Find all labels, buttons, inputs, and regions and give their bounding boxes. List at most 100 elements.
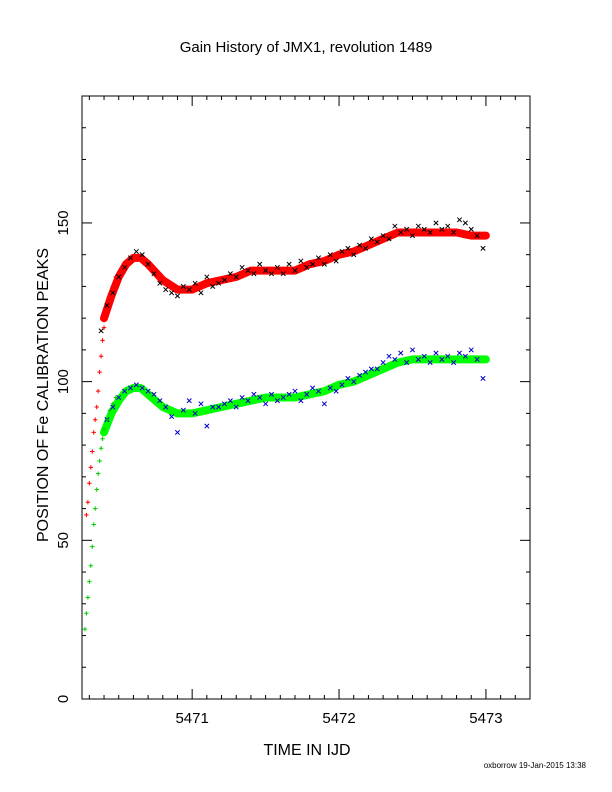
series-2-point <box>345 375 351 382</box>
series-2-point <box>257 394 263 401</box>
series-2-point <box>192 410 198 416</box>
series-0-point <box>210 283 216 289</box>
series-2-point <box>480 375 486 382</box>
series-2-point <box>474 356 480 362</box>
series-2-point <box>198 401 204 407</box>
series-2-point <box>374 366 380 372</box>
series-0-point <box>180 283 186 289</box>
x-tick-label: 5471 <box>175 710 208 727</box>
series-0-point <box>280 271 286 277</box>
series-2-point <box>286 391 292 397</box>
series-0-point <box>368 236 374 242</box>
series-0-point <box>174 293 181 299</box>
series-2-point <box>169 413 175 420</box>
series-2-point <box>163 404 169 410</box>
series-0-point <box>333 258 339 264</box>
series-0-point <box>245 267 251 274</box>
series-2-point <box>321 401 327 407</box>
series-1-point <box>113 274 118 280</box>
series-0-point <box>415 223 421 229</box>
series-2-point <box>151 391 157 397</box>
series-0-point <box>192 280 198 286</box>
series-2-point <box>304 391 310 397</box>
series-2-point <box>315 388 322 394</box>
series-0-point <box>263 267 269 274</box>
series-2-point <box>216 404 222 410</box>
series-2-point <box>239 394 245 401</box>
series-0-point <box>227 271 233 277</box>
series-0-point <box>257 261 263 267</box>
series-2-point <box>298 398 304 404</box>
series-2-point <box>268 391 275 397</box>
series-0-point <box>251 271 257 277</box>
series-2-point <box>145 388 151 394</box>
footer-credit: oxborrow 19-Jan-2015 13:38 <box>484 761 587 770</box>
series-0-point <box>122 264 128 270</box>
series-0-point <box>274 264 280 270</box>
series-3-point <box>88 563 94 568</box>
series-1-point <box>88 465 94 470</box>
series-2-point <box>357 372 363 378</box>
series-3-point <box>87 579 92 584</box>
series-0-point <box>351 252 357 258</box>
series-2-point <box>174 429 181 435</box>
series-3-point <box>104 417 110 422</box>
series-0-point <box>321 261 327 267</box>
series-1-point <box>104 309 110 315</box>
series-0-point <box>456 217 463 223</box>
series-0-point <box>169 290 175 296</box>
series-0-point <box>386 236 392 242</box>
series-0-point <box>98 328 104 334</box>
series-1-point <box>84 512 89 518</box>
series-0-point <box>462 220 468 226</box>
series-2-point <box>110 404 116 410</box>
series-2-point <box>186 398 192 404</box>
series-2-point <box>233 404 239 410</box>
series-2-point <box>392 356 398 362</box>
y-tick-label: 50 <box>55 532 72 549</box>
plot-frame <box>81 95 531 700</box>
series-4-trend-line <box>100 228 490 323</box>
series-0-point <box>268 271 275 277</box>
series-1-point <box>110 284 116 289</box>
series-2-point <box>445 353 451 359</box>
series-2-point <box>398 350 404 356</box>
series-2-point <box>409 347 416 353</box>
x-tick-label: 5472 <box>322 710 355 727</box>
series-1-point <box>101 325 107 330</box>
series-0-point <box>292 267 298 274</box>
series-0-point <box>445 223 451 229</box>
series-2-point <box>451 360 457 366</box>
series-0-point <box>151 271 157 277</box>
series-0-point <box>451 229 457 236</box>
series-3-point <box>84 611 89 616</box>
series-2-point <box>339 382 345 388</box>
series-2-point <box>221 401 228 407</box>
series-0-point <box>380 233 386 239</box>
series-3-point <box>95 471 101 476</box>
series-1-point <box>85 500 91 505</box>
series-2-point <box>227 398 233 404</box>
x-tick-label: 5473 <box>469 710 502 727</box>
series-0-point <box>392 223 398 229</box>
series-3-point <box>97 458 102 464</box>
series-0-point <box>157 280 163 286</box>
series-2-point <box>245 398 251 404</box>
series-3-point <box>93 506 98 511</box>
series-2-point <box>251 391 257 397</box>
series-2-point <box>274 398 280 404</box>
series-0-point <box>304 264 310 270</box>
series-1-point <box>95 388 101 394</box>
series-0-point <box>404 226 410 232</box>
series-3-point <box>107 407 113 413</box>
series-0-point <box>398 229 404 236</box>
series-3-point <box>82 626 88 632</box>
series-0-point <box>116 274 122 280</box>
series-3-point <box>94 487 99 492</box>
x-axis-label: TIME IN IJD <box>263 742 350 759</box>
series-0-point <box>468 226 474 232</box>
y-axis-label: POSITION OF Fe CALIBRATION PEAKS <box>35 248 52 542</box>
series-2-point <box>380 360 386 366</box>
series-0-point <box>286 261 292 267</box>
